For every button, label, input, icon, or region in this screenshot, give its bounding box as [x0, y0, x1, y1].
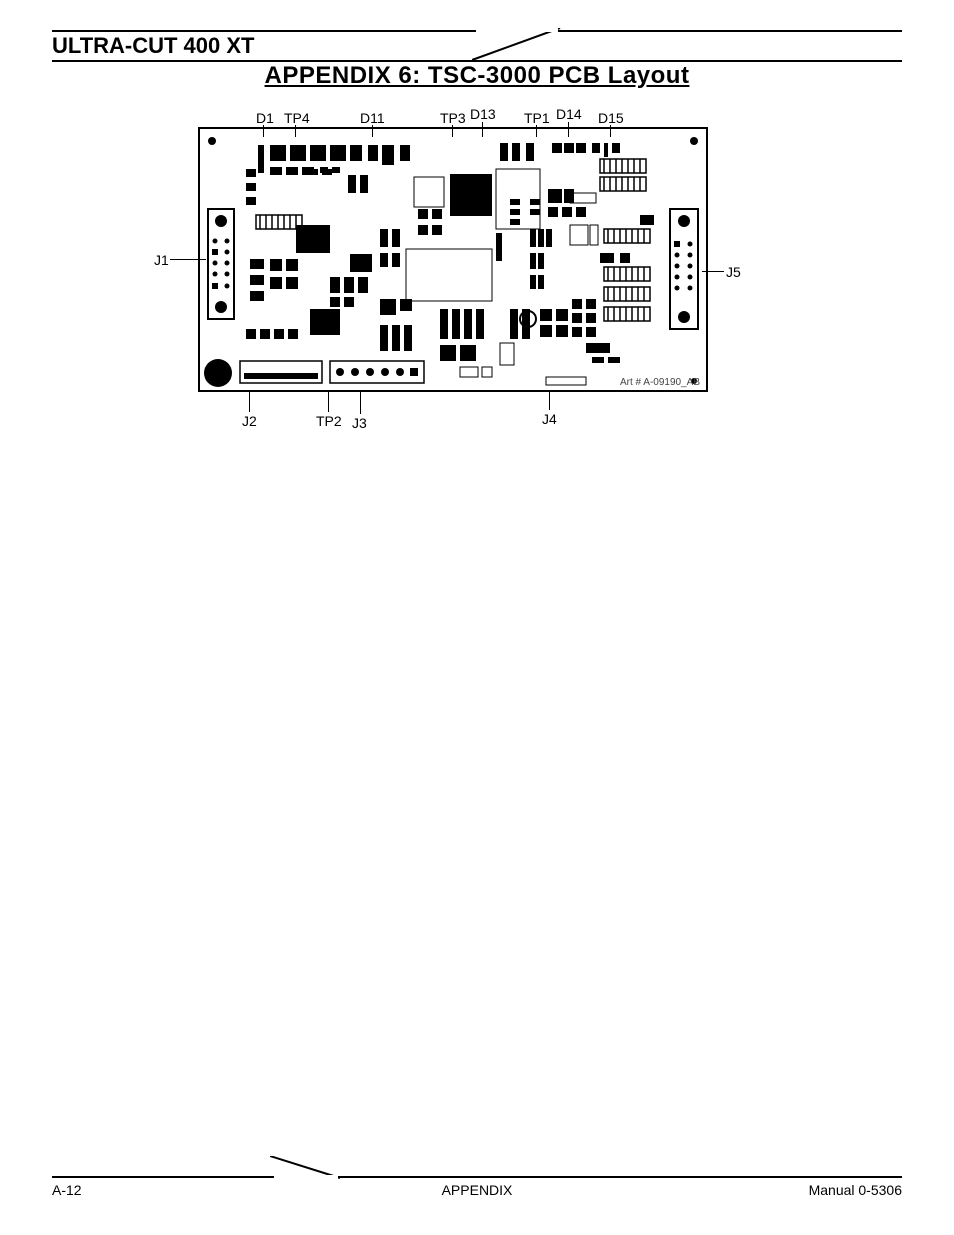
callout-d13: D13: [470, 106, 496, 122]
footer-manual: Manual 0-5306: [809, 1182, 902, 1198]
callout-j2: J2: [242, 413, 257, 429]
page: ULTRA-CUT 400 XT APPENDIX 6: TSC-3000 PC…: [52, 30, 902, 1200]
header-slash-divider: [472, 28, 562, 62]
lead-tp2: [328, 392, 329, 412]
callout-j5: J5: [726, 264, 741, 280]
callout-tp4: TP4: [284, 110, 310, 126]
callout-j1: J1: [154, 252, 169, 268]
footer-rule: [52, 1176, 902, 1178]
appendix-title: APPENDIX 6: TSC-3000 PCB Layout: [52, 62, 902, 90]
callout-j3: J3: [352, 415, 367, 431]
callout-tp1: TP1: [524, 110, 550, 126]
lead-j4: [549, 392, 550, 410]
footer-section: APPENDIX: [52, 1182, 902, 1198]
callout-d15: D15: [598, 110, 624, 126]
footer-gap-mask: [274, 1175, 338, 1180]
header-gap-mask: [476, 28, 558, 32]
callout-tp3: TP3: [440, 110, 466, 126]
callout-tp2: TP2: [316, 413, 342, 429]
lead-j2: [249, 392, 250, 412]
callout-j4: J4: [542, 411, 557, 427]
pcb-figure: Art # A-09190_AB: [198, 127, 708, 392]
product-title: ULTRA-CUT 400 XT: [52, 33, 261, 59]
callout-d14: D14: [556, 106, 582, 122]
lead-j3: [360, 392, 361, 414]
pcb-silkscreen-svg: [200, 129, 706, 390]
callout-d1: D1: [256, 110, 274, 126]
art-number: Art # A-09190_AB: [620, 377, 700, 388]
callout-d11: D11: [360, 110, 385, 126]
